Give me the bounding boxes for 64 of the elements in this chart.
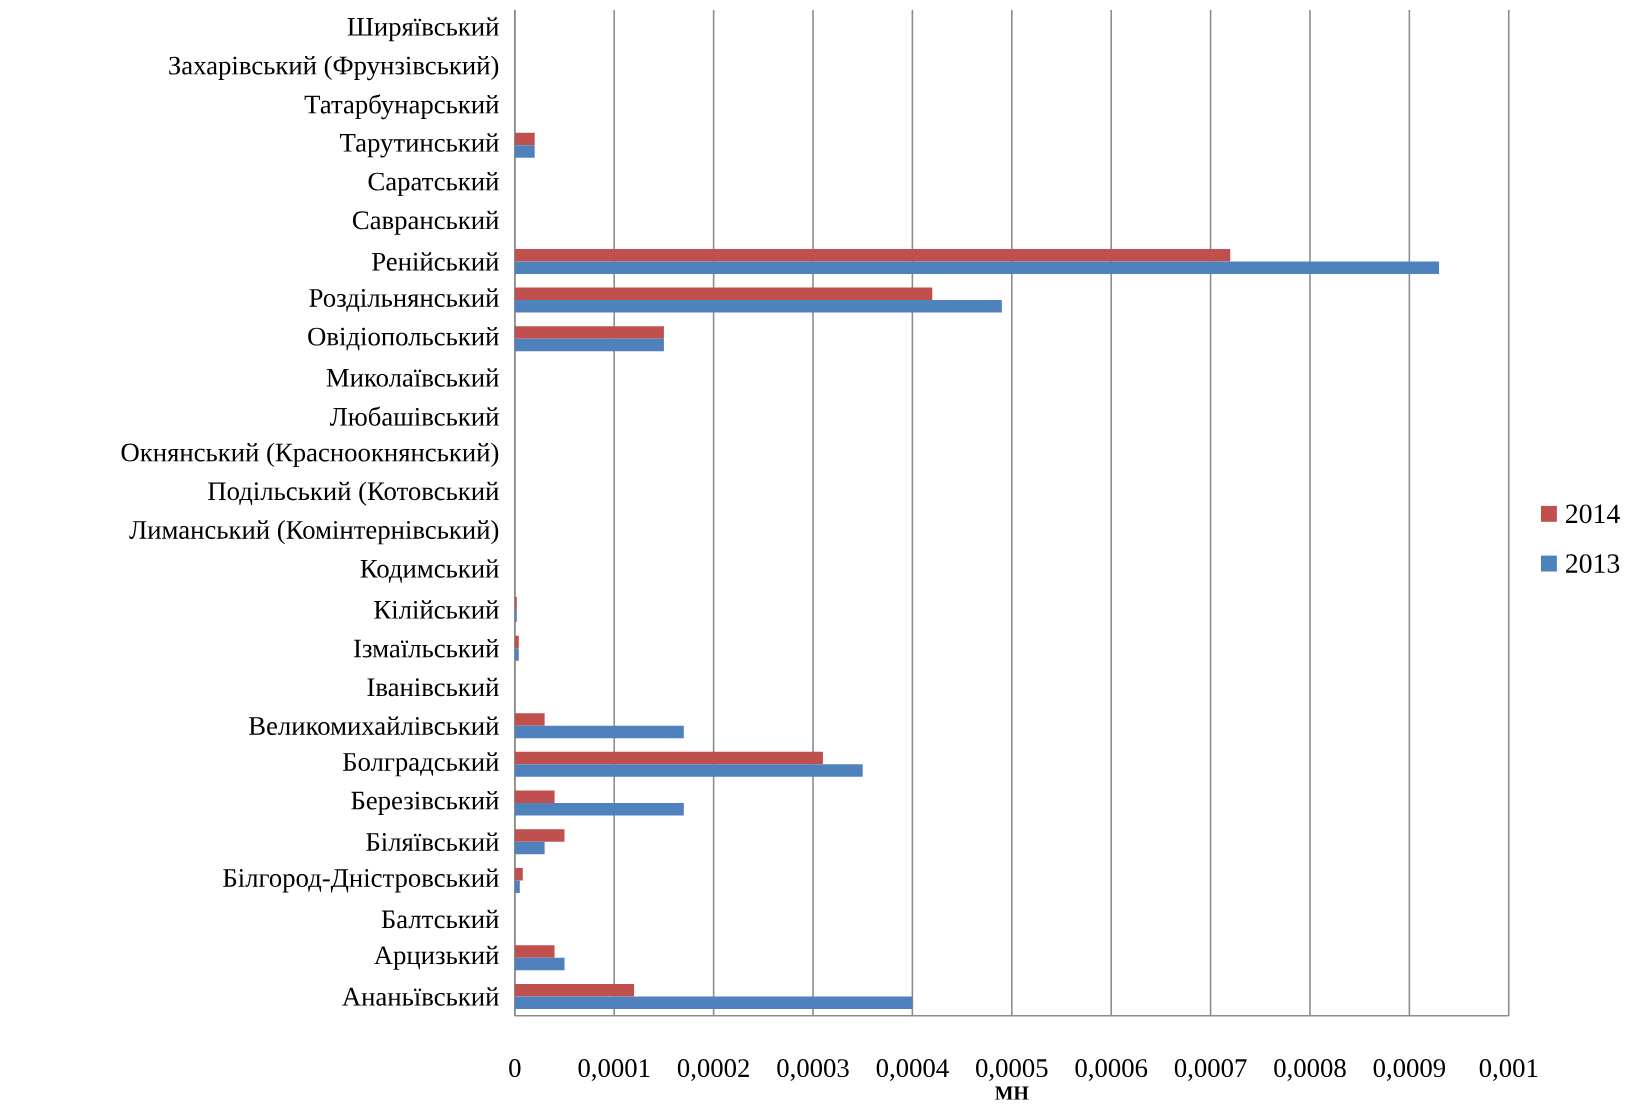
bar: [514, 983, 635, 997]
x-tick-label: 0,0008: [1274, 1058, 1346, 1081]
y-tick-label: Ширяївський: [347, 17, 499, 42]
bar: [514, 648, 519, 661]
x-tick-label: 0: [509, 1058, 521, 1078]
x-axis-title: МН: [995, 1086, 1029, 1100]
y-tick-label: Тарутинський: [339, 133, 499, 158]
bar: [514, 132, 535, 146]
y-tick-label: Роздільнянський: [309, 288, 499, 312]
y-tick-label: Саратський: [368, 171, 499, 196]
bar: [514, 287, 933, 300]
y-tick-label: Ізмаїльський: [354, 638, 499, 658]
y-tick-label: Ананьївський: [342, 987, 499, 1006]
x-tick-label: 0,0002: [677, 1058, 749, 1081]
y-tick-label: Подільський (Котовський: [208, 481, 499, 506]
bar: [514, 713, 545, 726]
y-tick-label: Балтський: [381, 909, 499, 929]
legend-label: 2014: [1566, 504, 1620, 524]
bar: [514, 635, 519, 649]
y-tick-label: Ренійський: [372, 252, 499, 271]
bar: [514, 829, 565, 842]
y-tick-label: Лиманський (Комінтернівський): [129, 520, 499, 545]
y-tick-label: Великомихайлівський: [248, 716, 499, 735]
y-tick-label: Овідіопольський: [308, 326, 499, 351]
bar: [514, 725, 684, 739]
y-tick-label: Арцизький: [373, 945, 499, 970]
y-tick-label: Кілійський: [374, 600, 499, 619]
y-tick-label: Білгород-Дністровський: [223, 868, 499, 893]
bar: [514, 326, 664, 339]
bar: [514, 248, 1231, 262]
y-tick-label: Кодимський: [360, 559, 499, 583]
bar: [514, 764, 863, 777]
x-tick-label: 0,0006: [1075, 1058, 1148, 1081]
bar: [514, 261, 1440, 274]
bar: [514, 802, 684, 816]
bar: [514, 300, 1002, 313]
y-tick-label: Березівський: [351, 790, 499, 815]
y-tick-label: Іванівський: [367, 677, 499, 697]
y-tick-label: Любашівський: [329, 406, 499, 426]
x-tick-label: 0,0007: [1174, 1058, 1247, 1081]
legend-label: 2013: [1566, 554, 1620, 573]
bar: [514, 945, 555, 958]
x-tick-label: 0,0003: [777, 1058, 849, 1081]
x-tick-label: 0,0004: [876, 1058, 949, 1081]
x-tick-label: 0,001: [1479, 1058, 1538, 1081]
bar: [514, 996, 913, 1009]
bar: [514, 790, 555, 803]
y-tick-label: Біляївський: [366, 832, 499, 851]
y-tick-label: Болградський: [342, 752, 499, 777]
bar: [514, 338, 664, 352]
y-tick-label: Савранський: [352, 210, 499, 235]
bar: [514, 145, 535, 158]
y-tick-label: Татарбунарський: [304, 94, 499, 120]
y-tick-label: Захарівський (Фрунзівський): [169, 55, 499, 81]
bar: [514, 841, 545, 855]
bar: [514, 880, 520, 893]
bar: [514, 957, 565, 971]
y-tick-label: Миколаївський: [326, 368, 499, 387]
x-tick-label: 0,0001: [578, 1058, 650, 1081]
bar: [514, 751, 823, 765]
y-tick-label: Окнянський (Красноокнянський): [121, 442, 499, 467]
x-tick-label: 0,0009: [1373, 1058, 1446, 1081]
bar: [514, 867, 523, 881]
x-tick-label: 0,0005: [976, 1058, 1048, 1081]
